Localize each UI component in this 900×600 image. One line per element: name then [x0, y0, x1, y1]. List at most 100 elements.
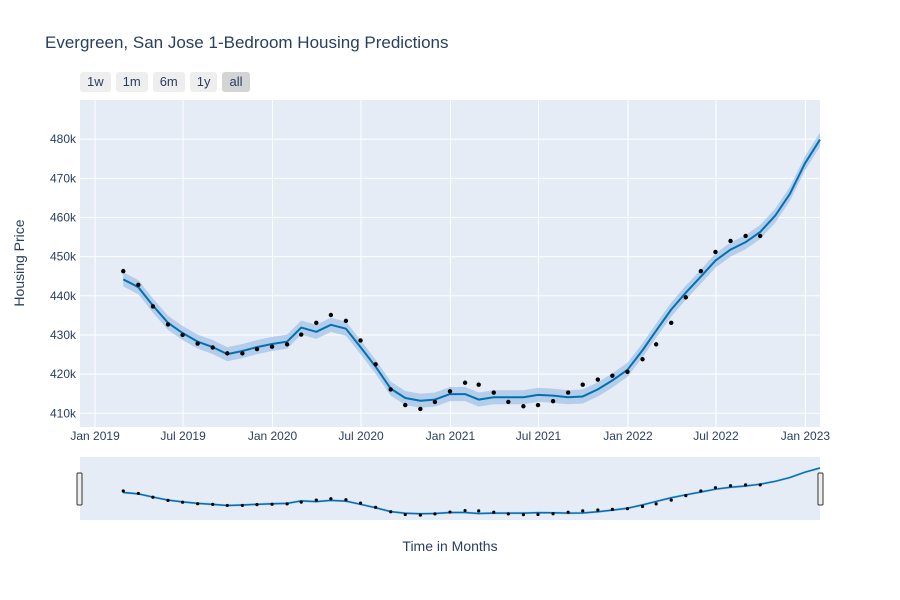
slider-point: [418, 513, 422, 517]
slider-point: [699, 489, 703, 493]
slider-point: [180, 500, 185, 504]
range-button-1y[interactable]: 1y: [189, 72, 218, 92]
y-tick-label: 460k: [50, 210, 77, 224]
observed-point: [610, 373, 615, 378]
slider-point: [136, 491, 140, 496]
forecast-line-path: [122, 139, 821, 402]
x-tick-label: Jul 2021: [516, 429, 562, 443]
slider-point: [566, 510, 570, 514]
slider-point: [389, 510, 393, 514]
observed-point: [388, 387, 393, 392]
x-tick-label: Jan 2020: [248, 429, 298, 443]
slider-point: [448, 510, 452, 514]
observed-point: [180, 332, 185, 338]
slider-point: [506, 512, 510, 516]
observed-point: [757, 233, 763, 239]
y-tick-label: 450k: [50, 250, 77, 264]
range-button-6m[interactable]: 6m: [152, 72, 185, 92]
slider-point: [625, 507, 630, 511]
observed-point: [683, 295, 689, 300]
observed-point: [314, 320, 319, 326]
slider-point: [640, 504, 645, 509]
slider-point: [581, 509, 585, 513]
slider-point: [314, 498, 318, 502]
range-button-all[interactable]: all: [222, 72, 250, 92]
range-button-1w[interactable]: 1w: [80, 72, 111, 92]
slider-point: [728, 484, 733, 488]
observed-point: [462, 380, 468, 385]
observed-point: [669, 320, 674, 326]
slider-point: [713, 486, 718, 490]
range-slider-area[interactable]: [80, 457, 820, 520]
observed-point: [150, 304, 156, 309]
observed-point: [491, 390, 496, 395]
x-tick-label: Jul 2019: [160, 429, 206, 443]
observed-point: [373, 362, 378, 367]
observed-point: [550, 398, 556, 404]
confidence-band-area: [123, 132, 820, 408]
range-button-1m[interactable]: 1m: [115, 72, 148, 92]
slider-point: [344, 498, 348, 502]
slider-point: [463, 508, 467, 513]
y-tick-label: 480k: [50, 132, 77, 146]
range-slider-right-handle[interactable]: [817, 472, 824, 506]
observed-point: [210, 345, 215, 350]
observed-point: [653, 342, 659, 347]
slider-point: [255, 503, 259, 507]
observed-point: [165, 322, 171, 327]
x-tick-label: Jan 2023: [781, 429, 831, 443]
slider-point: [299, 500, 303, 504]
observed-point: [121, 268, 126, 274]
observed-point: [743, 233, 748, 239]
slider-point: [610, 507, 614, 511]
slider-point: [196, 502, 200, 506]
y-axis-ticks: 410k 420k 430k 440k 450k 460k 470k 480k: [50, 132, 77, 420]
y-tick-label: 470k: [50, 171, 77, 185]
chart-title: Evergreen, San Jose 1-Bedroom Housing Pr…: [45, 33, 449, 52]
slider-point: [684, 494, 688, 498]
slider-point: [654, 502, 658, 506]
slider-point: [240, 503, 244, 508]
slider-point: [211, 502, 215, 506]
slider-point: [329, 497, 333, 501]
observed-point: [328, 312, 334, 318]
x-tick-label: Jul 2020: [338, 429, 384, 443]
slider-point: [121, 489, 125, 493]
slider-point: [536, 512, 540, 517]
slider-point: [151, 495, 155, 499]
x-tick-label: Jan 2019: [70, 429, 120, 443]
confidence-band: [123, 132, 820, 408]
observed-point: [580, 382, 585, 387]
x-tick-label: Jan 2022: [603, 429, 653, 443]
slider-point: [403, 512, 407, 517]
slider-point: [270, 502, 274, 506]
range-slider-left-handle[interactable]: [76, 472, 83, 506]
range-selector: 1w 1m 6m 1y all: [80, 72, 250, 92]
observed-point: [225, 351, 230, 356]
y-tick-label: 440k: [50, 289, 77, 303]
observed-point: [358, 338, 363, 343]
observed-point: [506, 399, 511, 405]
slider-point: [285, 502, 289, 506]
y-tick-label: 420k: [50, 367, 77, 381]
observed-point: [254, 346, 260, 352]
observed-point: [698, 268, 704, 274]
observed-point: [476, 382, 481, 387]
slider-point: [477, 509, 481, 513]
observed-point: [195, 341, 200, 346]
observed-point: [269, 344, 275, 349]
observed-point: [640, 357, 645, 362]
slider-line: [123, 467, 821, 515]
x-axis-ticks: Jan 2019 Jul 2019 Jan 2020 Jul 2020 Jan 2021…: [70, 429, 830, 443]
slider-point: [551, 512, 555, 516]
observed-point: [713, 249, 718, 255]
observed-point: [521, 404, 526, 409]
observed-point: [299, 332, 304, 337]
observed-point: [447, 389, 453, 394]
observed-point: [284, 342, 290, 347]
slider-point: [374, 505, 378, 509]
observed-point: [565, 390, 571, 395]
observed-point: [136, 282, 141, 288]
observed-point: [403, 402, 408, 408]
